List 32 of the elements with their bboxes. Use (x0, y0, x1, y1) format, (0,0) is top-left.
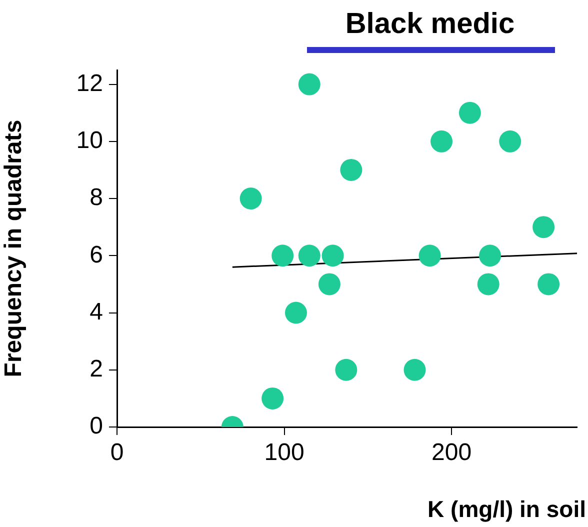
point (477, 273, 500, 296)
chart-title: Black medic (344, 8, 516, 41)
point (340, 158, 362, 181)
point (538, 273, 560, 296)
point (262, 387, 284, 410)
point (272, 244, 294, 267)
point (430, 130, 453, 152)
point (499, 130, 522, 152)
x-tick-label: 100 (264, 439, 304, 466)
x-tick-label: 0 (110, 439, 124, 466)
point (298, 73, 320, 96)
point (335, 358, 358, 381)
y-tick-label: 8 (90, 184, 103, 212)
point (318, 273, 340, 296)
y-tick-label: 4 (90, 298, 103, 326)
y-tick-label: 12 (76, 70, 103, 97)
point (458, 102, 481, 124)
point (532, 216, 555, 238)
x-tick-label: 200 (432, 439, 472, 466)
point (284, 302, 307, 324)
y-tick-label: 6 (90, 241, 103, 268)
point (479, 244, 502, 267)
y-tick-label: 2 (90, 356, 103, 383)
y-axis-title: Frequency in quadrats (0, 120, 28, 378)
point (322, 244, 344, 267)
x-axis-title: K (mg/l) in soil (428, 496, 586, 523)
point (240, 188, 262, 210)
point (418, 244, 441, 267)
y-tick-label: 10 (76, 127, 103, 154)
y-tick-label: 0 (90, 412, 103, 440)
point (404, 358, 426, 381)
point (298, 244, 320, 267)
